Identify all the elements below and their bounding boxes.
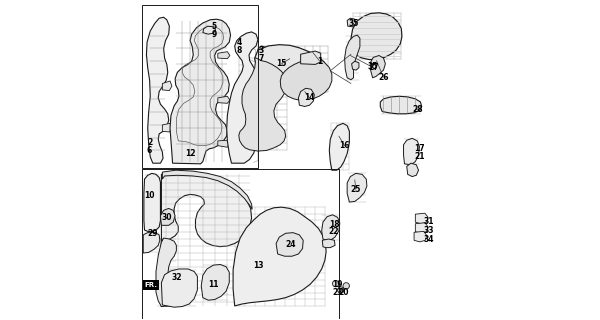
- Polygon shape: [347, 18, 356, 27]
- Polygon shape: [233, 207, 326, 306]
- Polygon shape: [352, 61, 359, 70]
- Polygon shape: [415, 213, 428, 224]
- Polygon shape: [258, 46, 268, 60]
- Polygon shape: [407, 163, 419, 177]
- Polygon shape: [280, 56, 332, 100]
- Polygon shape: [160, 208, 175, 225]
- Text: 35: 35: [367, 61, 378, 70]
- Polygon shape: [351, 13, 402, 60]
- Polygon shape: [276, 233, 303, 256]
- Bar: [142, 5, 258, 168]
- Polygon shape: [298, 88, 314, 107]
- Text: 15: 15: [277, 59, 287, 68]
- Text: 2: 2: [147, 138, 152, 147]
- Text: 30: 30: [161, 213, 172, 222]
- Text: 7: 7: [259, 53, 264, 62]
- Polygon shape: [163, 170, 252, 209]
- Polygon shape: [143, 233, 160, 253]
- Polygon shape: [161, 269, 197, 307]
- Text: 20: 20: [339, 288, 349, 297]
- Text: 35: 35: [349, 19, 359, 28]
- Text: 29: 29: [148, 229, 158, 238]
- Polygon shape: [322, 215, 340, 240]
- Text: 21: 21: [414, 152, 425, 161]
- Circle shape: [338, 287, 344, 293]
- Text: 24: 24: [285, 240, 296, 249]
- Text: 14: 14: [304, 93, 315, 102]
- Polygon shape: [161, 172, 251, 307]
- Polygon shape: [344, 35, 360, 80]
- Text: 19: 19: [332, 280, 343, 289]
- Text: 12: 12: [185, 149, 196, 158]
- Text: 27: 27: [368, 63, 379, 72]
- Text: 8: 8: [237, 45, 242, 55]
- Circle shape: [343, 283, 349, 289]
- Text: 22: 22: [329, 227, 340, 236]
- Polygon shape: [239, 58, 287, 151]
- Polygon shape: [380, 96, 422, 114]
- Text: 13: 13: [253, 261, 264, 270]
- Polygon shape: [347, 173, 367, 202]
- Bar: [142, 169, 339, 319]
- Polygon shape: [201, 265, 229, 300]
- Circle shape: [332, 280, 339, 287]
- Polygon shape: [322, 239, 335, 248]
- Text: 4: 4: [237, 38, 242, 47]
- Text: 5: 5: [211, 22, 217, 31]
- Text: 11: 11: [208, 280, 218, 289]
- Polygon shape: [404, 138, 419, 165]
- Text: 16: 16: [340, 141, 350, 150]
- Text: 23: 23: [332, 288, 343, 297]
- Polygon shape: [163, 123, 172, 132]
- Polygon shape: [203, 26, 215, 34]
- Text: 26: 26: [378, 73, 389, 82]
- Polygon shape: [329, 123, 349, 170]
- Polygon shape: [227, 32, 258, 163]
- Text: 34: 34: [424, 235, 434, 244]
- Text: 33: 33: [424, 226, 434, 235]
- Polygon shape: [218, 52, 230, 59]
- Polygon shape: [170, 19, 230, 164]
- Polygon shape: [144, 173, 160, 232]
- Polygon shape: [301, 51, 321, 64]
- Text: 32: 32: [172, 273, 182, 282]
- Text: 1: 1: [317, 57, 322, 66]
- Polygon shape: [414, 231, 427, 242]
- Polygon shape: [218, 140, 229, 147]
- Text: 25: 25: [350, 185, 361, 194]
- Text: 9: 9: [211, 30, 217, 39]
- Polygon shape: [163, 81, 172, 91]
- Polygon shape: [146, 17, 169, 163]
- Polygon shape: [156, 238, 176, 307]
- Text: 6: 6: [147, 146, 152, 155]
- Polygon shape: [415, 223, 428, 233]
- Text: 28: 28: [413, 105, 423, 114]
- Text: 10: 10: [145, 190, 155, 200]
- Text: 18: 18: [329, 220, 340, 229]
- Text: 17: 17: [414, 144, 425, 153]
- Polygon shape: [371, 55, 385, 78]
- Polygon shape: [218, 96, 230, 103]
- Text: 3: 3: [259, 45, 264, 55]
- Text: FR.: FR.: [145, 282, 158, 288]
- Polygon shape: [255, 45, 329, 95]
- Text: 31: 31: [424, 217, 434, 226]
